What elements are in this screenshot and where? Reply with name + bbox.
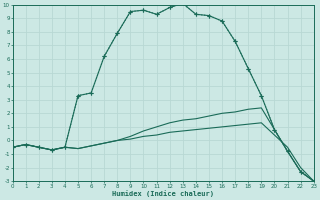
X-axis label: Humidex (Indice chaleur): Humidex (Indice chaleur) (112, 190, 214, 197)
